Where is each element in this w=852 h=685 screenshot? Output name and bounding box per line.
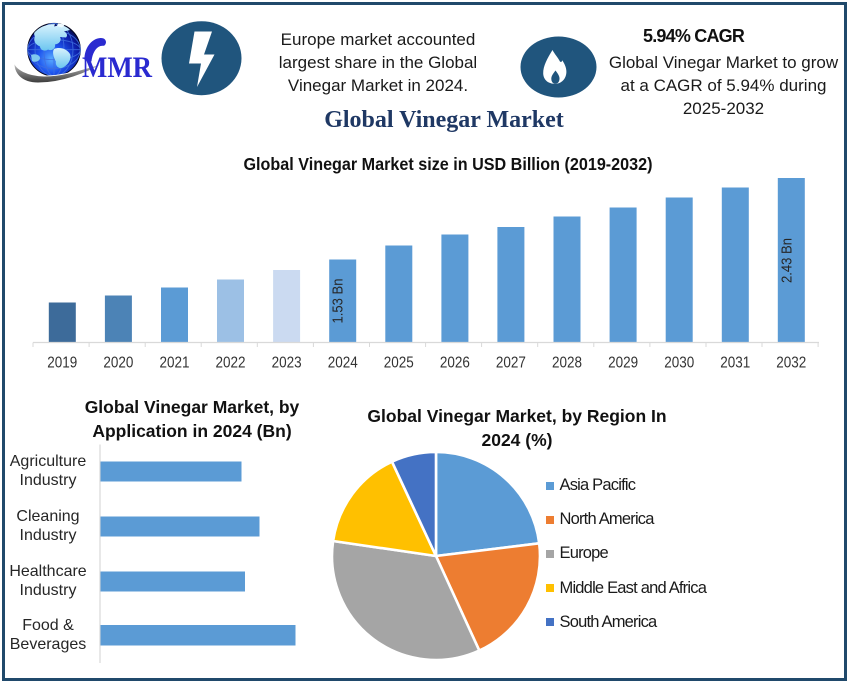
svg-text:2029: 2029	[608, 355, 638, 372]
svg-text:2032: 2032	[776, 355, 806, 372]
svg-text:2019: 2019	[47, 355, 77, 372]
svg-text:2030: 2030	[664, 355, 694, 372]
svg-text:2.43 Bn: 2.43 Bn	[779, 238, 795, 283]
svg-text:Cleaning: Cleaning	[16, 508, 79, 525]
svg-text:2025: 2025	[384, 355, 414, 372]
svg-text:Industry: Industry	[20, 582, 77, 599]
svg-text:2026: 2026	[440, 355, 470, 372]
svg-text:2031: 2031	[720, 355, 750, 372]
svg-text:Agriculture: Agriculture	[10, 453, 87, 470]
svg-text:1.53 Bn: 1.53 Bn	[331, 279, 347, 324]
svg-text:Food &: Food &	[22, 617, 74, 634]
svg-text:Industry: Industry	[20, 472, 77, 489]
svg-text:2020: 2020	[103, 355, 133, 372]
svg-text:Beverages: Beverages	[10, 636, 87, 653]
svg-text:2024: 2024	[328, 355, 358, 372]
svg-text:2021: 2021	[160, 355, 190, 372]
svg-text:Industry: Industry	[20, 527, 77, 544]
svg-text:Global Vinegar Market size in: Global Vinegar Market size in USD Billio…	[244, 154, 653, 174]
svg-text:2023: 2023	[272, 355, 302, 372]
svg-text:2022: 2022	[216, 355, 246, 372]
svg-text:Healthcare: Healthcare	[9, 563, 86, 580]
svg-text:2027: 2027	[496, 355, 526, 372]
svg-text:2028: 2028	[552, 355, 582, 372]
svg-text:MMR: MMR	[82, 51, 152, 84]
